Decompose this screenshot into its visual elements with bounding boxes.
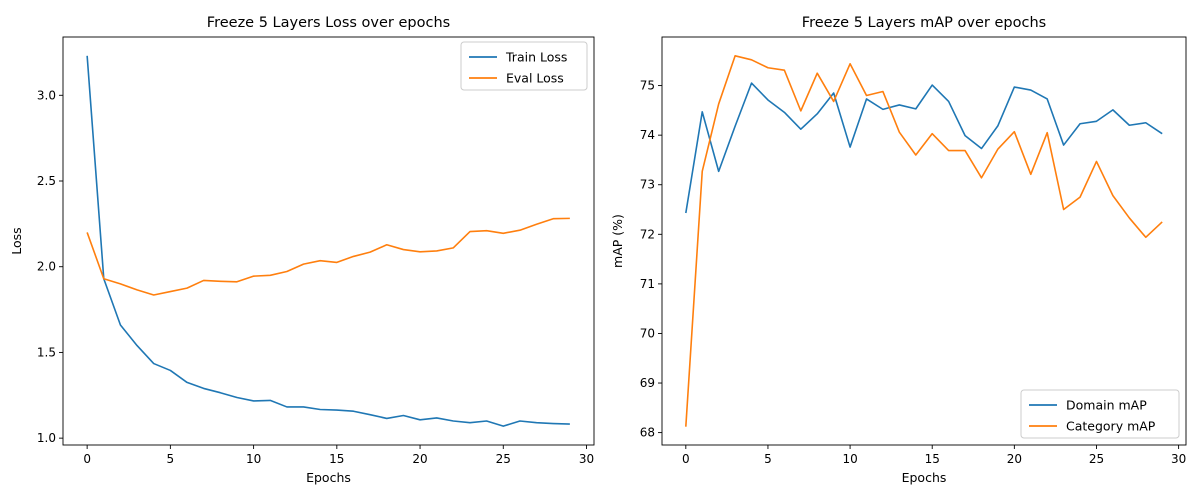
chart-0-title: Freeze 5 Layers Loss over epochs — [207, 15, 450, 31]
chart-0-x-tick-label: 5 — [167, 452, 175, 466]
chart-0-x-tick-label: 15 — [329, 452, 344, 466]
chart-0-legend-label-eval-loss: Eval Loss — [506, 71, 564, 86]
chart-0-series-line-eval-loss — [86, 217, 570, 296]
chart-0-x-tick-label: 0 — [83, 452, 91, 466]
chart-1-legend-label-domain-map: Domain mAP — [1066, 398, 1147, 413]
chart-0-x-tick-label: 10 — [246, 452, 261, 466]
chart-1-title: Freeze 5 Layers mAP over epochs — [802, 15, 1046, 31]
chart-1-x-tick-label: 20 — [1007, 452, 1022, 466]
chart-0-y-tick-label: 1.0 — [37, 431, 56, 445]
chart-1-legend-label-category-map: Category mAP — [1066, 419, 1156, 434]
chart-1-y-tick-label: 68 — [640, 426, 655, 440]
chart-0-series-line-train-loss — [86, 55, 570, 427]
chart-1-y-tick-label: 71 — [640, 277, 655, 291]
chart-1-x-tick-label: 10 — [842, 452, 857, 466]
chart-0-y-tick-label: 2.0 — [37, 260, 56, 274]
chart-0-x-tick-label: 25 — [496, 452, 511, 466]
chart-1-x-tick-label: 0 — [682, 452, 690, 466]
chart-1-y-tick-label: 75 — [640, 79, 655, 93]
chart-1-x-tick-label: 25 — [1089, 452, 1104, 466]
chart-1-y-tick-label: 73 — [640, 178, 655, 192]
chart-1-y-tick-label: 74 — [640, 128, 655, 142]
chart-0-y-tick-label: 2.5 — [37, 174, 56, 188]
chart-1-series-line-domain-map — [685, 82, 1163, 214]
chart-0-axes-frame — [62, 36, 595, 446]
chart-0-x-tick-label: 20 — [412, 452, 427, 466]
chart-0-legend-label-train-loss: Train Loss — [505, 50, 567, 65]
chart-1-y-tick-label: 70 — [640, 326, 655, 340]
chart-1-y-tick-label: 72 — [640, 227, 655, 241]
chart-1-legend: Domain mAP Category mAP — [1020, 389, 1180, 439]
chart-0-x-tick-label: 30 — [579, 452, 594, 466]
chart-1-axes-frame — [661, 36, 1187, 446]
chart-1-x-tick-label: 30 — [1171, 452, 1186, 466]
chart-1-legend-box — [1020, 389, 1180, 439]
map-chart: 0 5 10 15 20 25 30 68 69 70 71 72 73 74 75 Freeze 5 Lay… — [610, 15, 1187, 485]
chart-1-y-axis-label: mAP (%) — [610, 214, 625, 268]
chart-1-series-line-category-map — [685, 55, 1163, 427]
chart-0-legend: Train Loss Eval Loss — [460, 41, 588, 91]
chart-0-y-tick-label: 3.0 — [37, 88, 56, 102]
chart-0-x-axis-label: Epochs — [306, 470, 351, 485]
chart-0-y-tick-label: 1.5 — [37, 345, 56, 359]
chart-1-x-tick-label: 15 — [925, 452, 940, 466]
chart-1-x-tick-label: 5 — [764, 452, 772, 466]
loss-chart: 0 5 10 15 20 25 30 1.0 1.5 2.0 2.5 3.0 Freeze 5 Laye… — [9, 15, 595, 485]
chart-1-y-tick-label: 69 — [640, 376, 655, 390]
chart-1-x-axis-label: Epochs — [902, 470, 947, 485]
chart-0-y-axis-label: Loss — [9, 227, 24, 254]
